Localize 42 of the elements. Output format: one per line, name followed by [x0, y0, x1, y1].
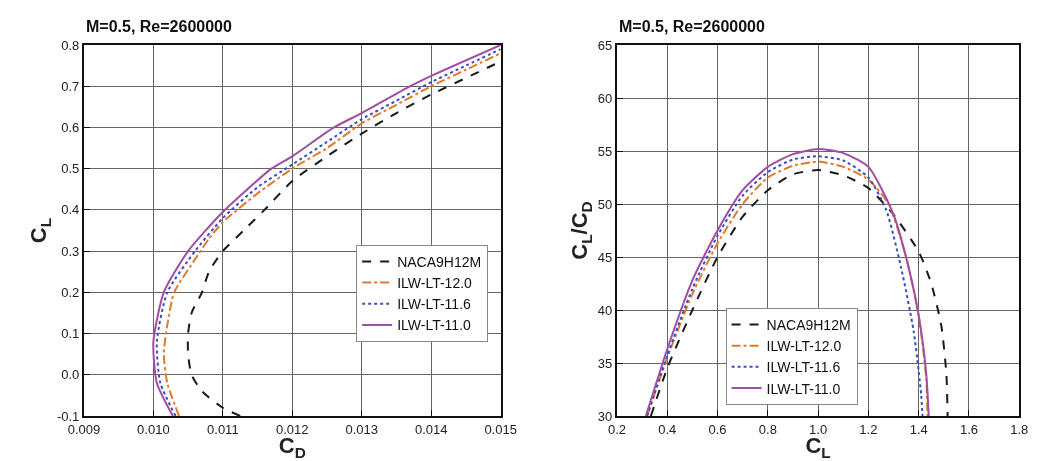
y-tick-label: 0.8: [61, 37, 80, 53]
x-tick-label: 0.015: [484, 421, 517, 437]
legend-label: ILW-LT-11.6: [397, 296, 472, 313]
y-tick-label: 30: [597, 408, 613, 424]
y-tick-label: 50: [597, 196, 613, 212]
y-tick-label: 35: [597, 355, 613, 371]
x-tick-label: 0.2: [607, 421, 626, 437]
x-tick-label: 0.009: [67, 421, 101, 437]
legend-label: ILW-LT-12.0: [397, 275, 473, 292]
y-tick-label: 0.1: [61, 326, 80, 342]
legend-label: NACA9H12M: [397, 253, 482, 270]
y-tick-label: 0.5: [61, 161, 80, 177]
x-tick-label: 1.4: [909, 421, 928, 437]
legend-label: ILW-LT-11.6: [766, 359, 841, 376]
legend-label: ILW-LT-11.0: [766, 380, 841, 397]
y-tick-label: 0.3: [61, 243, 80, 259]
y-tick-label: 60: [597, 90, 613, 106]
legend-label: NACA9H12M: [766, 316, 851, 333]
chart-title: M=0.5, Re=2600000: [619, 18, 765, 35]
x-tick-label: 0.014: [414, 421, 448, 437]
y-tick-label: 0.4: [61, 202, 80, 218]
y-tick-label: 0.7: [61, 78, 80, 94]
y-tick-label: 55: [597, 143, 613, 159]
y-tick-label: 45: [597, 249, 613, 265]
x-tick-label: 0.8: [758, 421, 777, 437]
x-tick-label: 0.013: [345, 421, 379, 437]
x-tick-label: 1.8: [1010, 421, 1029, 437]
legend-label: ILW-LT-12.0: [766, 338, 842, 355]
x-tick-label: 1.2: [859, 421, 878, 437]
x-tick-label: 1.6: [959, 421, 979, 437]
y-tick-label: 40: [597, 302, 613, 318]
y-tick-label: 0.6: [61, 119, 80, 135]
x-tick-label: 0.010: [137, 421, 170, 437]
x-tick-label: 0.011: [207, 421, 239, 437]
legend-label: ILW-LT-11.0: [397, 317, 472, 334]
y-tick-label: 0.2: [61, 284, 80, 300]
y-tick-label: 65: [597, 37, 613, 53]
y-tick-label: -0.1: [56, 408, 80, 424]
x-tick-label: 0.6: [708, 421, 727, 437]
chart-title: M=0.5, Re=2600000: [86, 18, 232, 35]
y-tick-label: 0.0: [61, 367, 80, 383]
x-tick-label: 0.4: [658, 421, 677, 437]
